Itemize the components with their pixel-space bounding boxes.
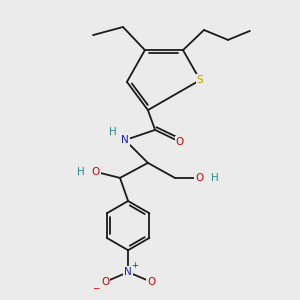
Text: O: O <box>101 277 109 287</box>
Text: O: O <box>92 167 100 177</box>
Text: N: N <box>124 267 132 277</box>
Text: −: − <box>92 284 100 292</box>
Text: O: O <box>195 173 204 183</box>
Text: H: H <box>211 173 219 183</box>
Text: O: O <box>147 277 156 287</box>
Text: +: + <box>131 261 138 270</box>
Text: H: H <box>76 167 84 177</box>
Text: H: H <box>109 127 117 137</box>
Text: N: N <box>121 135 129 145</box>
Text: S: S <box>197 75 203 85</box>
Text: O: O <box>176 137 184 147</box>
